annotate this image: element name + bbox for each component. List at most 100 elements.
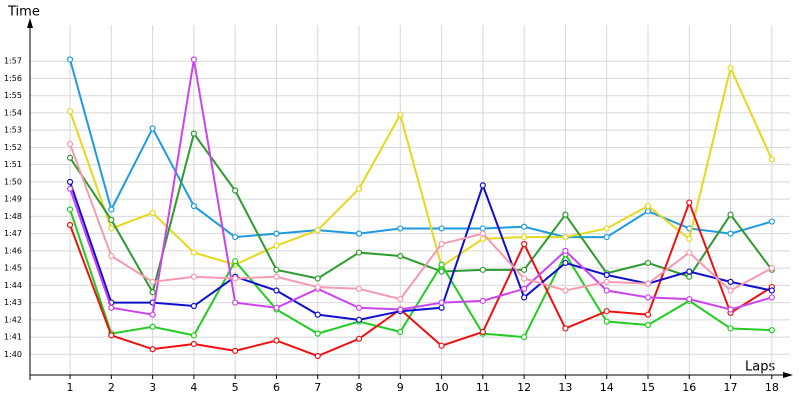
point [603, 318, 610, 325]
y-tick-label: 1:50 [4, 177, 22, 186]
point [521, 275, 528, 282]
y-tick-label: 1:44 [4, 281, 22, 290]
x-tick-label: 4 [190, 381, 197, 394]
point [108, 206, 115, 213]
point [562, 233, 569, 241]
y-tick-label: 1:54 [4, 108, 22, 117]
point [190, 332, 197, 339]
point [644, 294, 652, 301]
series-line [69, 59, 773, 316]
point [108, 252, 115, 260]
point [727, 230, 734, 237]
point [438, 240, 445, 248]
x-tick-label: 18 [765, 381, 779, 394]
y-tick-label: 1:57 [4, 57, 22, 66]
x-tick-label: 7 [314, 381, 321, 394]
x-tick-label: 6 [273, 381, 280, 394]
point [562, 287, 569, 294]
x-tick-label: 10 [435, 381, 449, 394]
y-tick-label: 1:42 [4, 315, 22, 324]
point [521, 285, 528, 292]
point [314, 283, 321, 291]
point [686, 199, 693, 206]
series-line [69, 65, 773, 268]
y-tick-label: 1:40 [4, 350, 22, 359]
point [686, 296, 693, 303]
point [355, 185, 363, 192]
point [438, 225, 445, 232]
point [66, 56, 74, 63]
point [479, 235, 486, 242]
point [479, 297, 486, 304]
point [644, 202, 652, 210]
point [727, 325, 734, 332]
y-tick-label: 1:55 [4, 91, 22, 100]
point [603, 225, 610, 232]
y-tick-label: 1:47 [4, 229, 22, 238]
x-axis-title: Laps [745, 360, 775, 375]
point [66, 108, 74, 115]
y-tick-label: 1:41 [4, 333, 22, 342]
point [768, 156, 775, 163]
point [603, 308, 610, 315]
point [562, 259, 569, 267]
point [66, 154, 74, 161]
point [521, 223, 528, 230]
point [149, 323, 156, 330]
y-tick-label: 1:56 [4, 74, 22, 83]
point [768, 265, 775, 272]
point [108, 216, 115, 223]
x-tick-label: 16 [682, 381, 696, 394]
point [768, 218, 775, 225]
series-line [69, 143, 773, 301]
point [438, 261, 445, 268]
point [603, 287, 610, 294]
point [562, 211, 569, 218]
point [562, 247, 569, 254]
point [479, 328, 486, 335]
x-tick-label: 9 [397, 381, 404, 394]
point [479, 225, 486, 232]
x-tick-label: 15 [641, 381, 655, 394]
point [66, 140, 74, 148]
point [686, 273, 693, 280]
x-axis-arrow [783, 372, 793, 378]
point [314, 352, 321, 360]
point [397, 328, 404, 335]
series-line [69, 181, 773, 321]
x-tick-label: 2 [108, 381, 115, 394]
point [727, 211, 734, 218]
y-tick-label: 1:49 [4, 195, 22, 204]
point [190, 302, 197, 310]
point [355, 230, 363, 237]
point [273, 337, 280, 344]
point [644, 311, 652, 318]
point [232, 233, 239, 241]
point [149, 311, 156, 318]
point [768, 294, 775, 301]
point [521, 233, 528, 241]
point [686, 268, 693, 275]
point [190, 249, 197, 256]
y-tick-label: 1:48 [4, 212, 22, 221]
point [727, 278, 734, 285]
point [273, 266, 280, 273]
point [644, 321, 652, 329]
point [355, 285, 363, 292]
point [644, 280, 652, 287]
point [521, 333, 528, 341]
point [273, 273, 280, 280]
point [521, 266, 528, 273]
point [66, 221, 74, 229]
point [438, 299, 445, 306]
point [397, 296, 404, 303]
point [232, 275, 239, 282]
y-tick-label: 1:43 [4, 298, 22, 307]
point [314, 330, 321, 337]
x-tick-label: 14 [600, 381, 614, 394]
point [273, 230, 280, 237]
point [149, 125, 156, 132]
series-line [69, 209, 772, 339]
point [727, 65, 734, 72]
